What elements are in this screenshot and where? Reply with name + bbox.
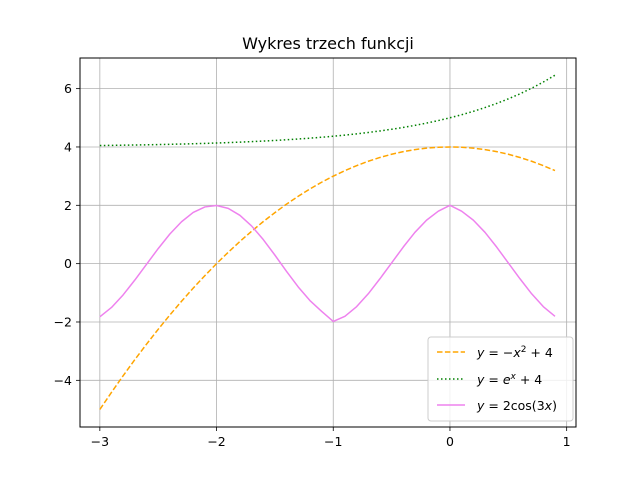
y-tick-label: −2 xyxy=(54,314,72,329)
legend: y = −x2 + 4 y = ex + 4 y = 2cos(3x) xyxy=(427,336,574,422)
chart-title: Wykres trzech funkcji xyxy=(242,34,414,53)
y-tick-label: 0 xyxy=(64,256,72,271)
series-line-parabola xyxy=(99,146,556,410)
y-tick-label: 6 xyxy=(64,81,72,96)
grid-lines xyxy=(80,58,576,427)
legend-label-parabola: y = −x2 + 4 xyxy=(476,345,553,360)
legend-label-cosine: y = 2cos(3x) xyxy=(476,398,557,413)
y-axis-ticks: −4 −2 0 2 4 6 xyxy=(54,81,80,388)
x-tick-label: −3 xyxy=(91,434,109,449)
y-tick-label: 4 xyxy=(64,139,72,154)
series-line-cosine xyxy=(99,204,556,323)
x-tick-label: 1 xyxy=(563,434,571,449)
y-tick-label: −4 xyxy=(54,373,72,388)
series-lines xyxy=(99,74,556,410)
legend-box xyxy=(427,336,574,422)
x-axis-ticks: −3 −2 −1 0 1 xyxy=(91,427,571,449)
plot-area-frame xyxy=(79,57,577,428)
x-tick-label: −2 xyxy=(207,434,225,449)
x-tick-label: 0 xyxy=(446,434,454,449)
legend-label-exponential: y = ex + 4 xyxy=(476,372,542,387)
x-tick-label: −1 xyxy=(324,434,342,449)
y-tick-label: 2 xyxy=(64,198,72,213)
